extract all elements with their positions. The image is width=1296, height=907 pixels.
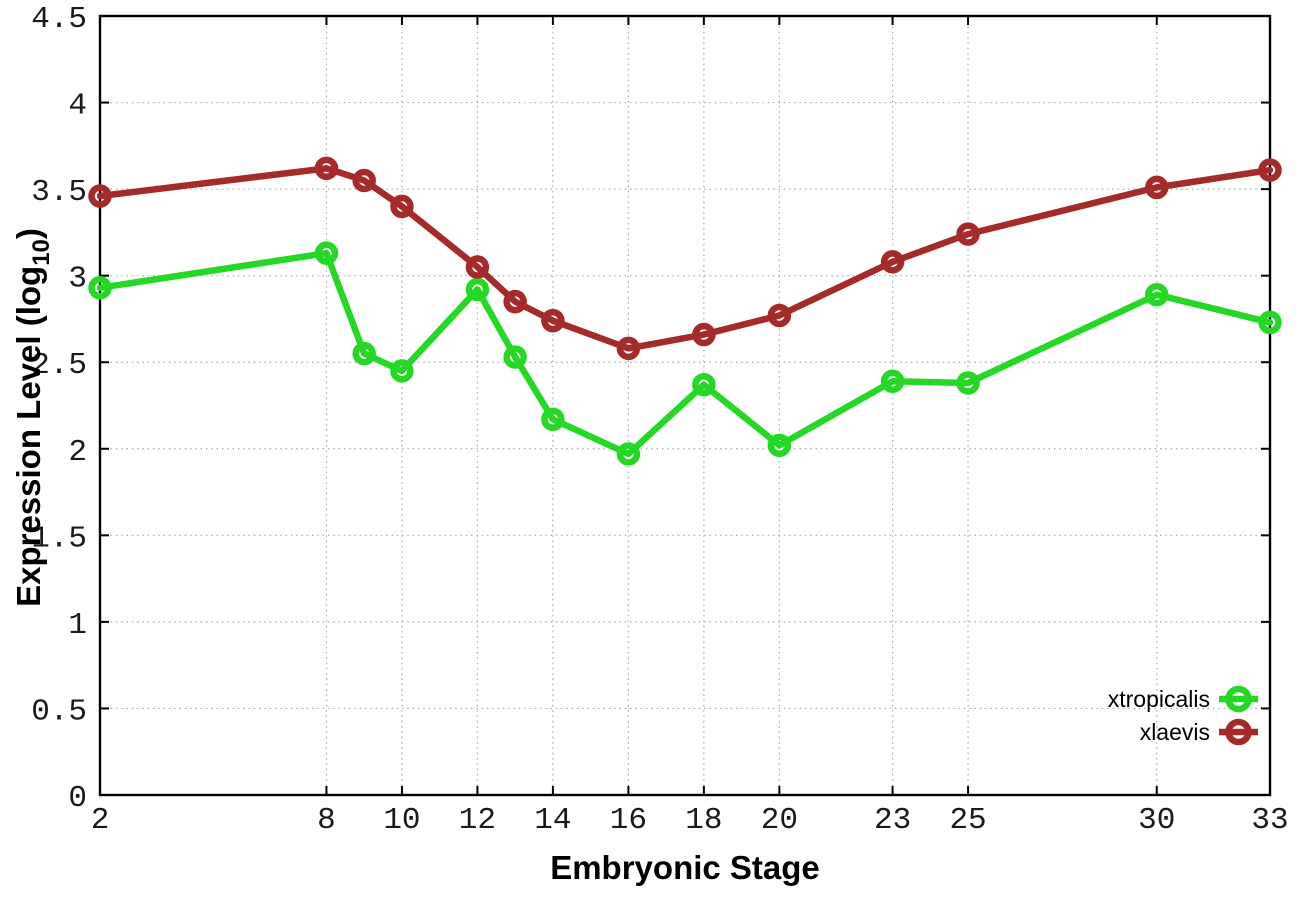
data-point-xlaevis xyxy=(352,168,376,193)
x-tick-label: 18 xyxy=(685,803,722,838)
y-tick-label: 2.5 xyxy=(31,348,87,383)
data-point-xlaevis xyxy=(314,156,339,181)
legend-label: xtropicalis xyxy=(1108,686,1210,712)
legend-label: xlaevis xyxy=(1140,719,1210,745)
data-point-xlaevis xyxy=(503,289,527,314)
legend-entry-xtropicalis: xtropicalis xyxy=(1108,685,1258,713)
x-tick-label: 25 xyxy=(949,803,986,838)
x-tick-label: 8 xyxy=(317,803,336,838)
data-point-xtropicalis xyxy=(1145,282,1169,307)
data-point-xlaevis xyxy=(692,322,716,347)
data-point-xtropicalis xyxy=(314,241,339,265)
legend-entry-xlaevis: xlaevis xyxy=(1140,718,1258,746)
data-point-xtropicalis xyxy=(352,341,376,366)
data-point-xlaevis xyxy=(541,308,565,333)
y-tick-label: 1.5 xyxy=(31,521,87,556)
data-point-xtropicalis xyxy=(88,276,112,300)
x-tick-label: 12 xyxy=(459,803,496,838)
data-point-xlaevis xyxy=(390,194,414,219)
data-point-xtropicalis xyxy=(503,345,527,369)
series-xtropicalis xyxy=(88,241,1282,466)
data-point-xtropicalis xyxy=(541,407,565,432)
data-point-xtropicalis xyxy=(880,369,905,394)
data-point-xlaevis xyxy=(1145,175,1169,200)
series-xlaevis xyxy=(88,156,1282,361)
data-point-xlaevis xyxy=(88,184,112,208)
x-tick-label: 20 xyxy=(761,803,798,838)
x-tick-label: 2 xyxy=(91,803,110,838)
y-tick-label: 0.5 xyxy=(31,694,87,729)
x-tick-label: 23 xyxy=(874,803,911,838)
x-axis-title: Embryonic Stage xyxy=(550,849,820,886)
data-point-xlaevis xyxy=(767,303,792,328)
x-tick-label: 16 xyxy=(610,803,647,838)
data-point-xtropicalis xyxy=(465,277,490,302)
x-tick-label: 10 xyxy=(383,803,420,838)
y-tick-label: 3.5 xyxy=(31,175,87,210)
data-point-xlaevis xyxy=(616,336,641,361)
series-line-xtropicalis xyxy=(96,249,1274,458)
y-tick-label: 0 xyxy=(68,781,87,816)
data-point-xtropicalis xyxy=(767,433,792,458)
data-point-xlaevis xyxy=(956,222,980,246)
data-point-xlaevis xyxy=(1258,158,1282,182)
y-tick-label: 2 xyxy=(68,435,87,470)
data-point-xtropicalis xyxy=(616,442,641,466)
legend: xtropicalis xlaevis xyxy=(1108,685,1258,746)
plot-border xyxy=(98,14,1272,797)
x-tick-label: 33 xyxy=(1251,803,1288,838)
y-tick-labels: 0 0.5 1 1.5 2 2.5 3 3.5 4 4.5 xyxy=(31,2,87,816)
data-point-xtropicalis xyxy=(390,359,414,383)
data-point-xtropicalis xyxy=(692,372,716,397)
data-point-xtropicalis xyxy=(956,371,980,395)
data-point-xlaevis xyxy=(465,255,490,279)
y-tick-label: 4.5 xyxy=(31,2,87,37)
x-tick-label: 14 xyxy=(534,803,571,838)
y-tick-label: 3 xyxy=(68,262,87,297)
data-point-xlaevis xyxy=(880,250,905,274)
x-tick-labels: 2 8 10 12 14 16 18 20 23 25 30 33 xyxy=(91,803,1289,838)
y-axis-title: Expression Level (log10) xyxy=(10,228,55,607)
legend-marker-icon xyxy=(1225,718,1252,746)
y-tick-label: 1 xyxy=(68,608,87,643)
data-point-xtropicalis xyxy=(1258,310,1282,335)
y-tick-label: 4 xyxy=(68,89,87,124)
x-tick-label: 30 xyxy=(1138,803,1175,838)
legend-marker-icon xyxy=(1225,685,1252,713)
